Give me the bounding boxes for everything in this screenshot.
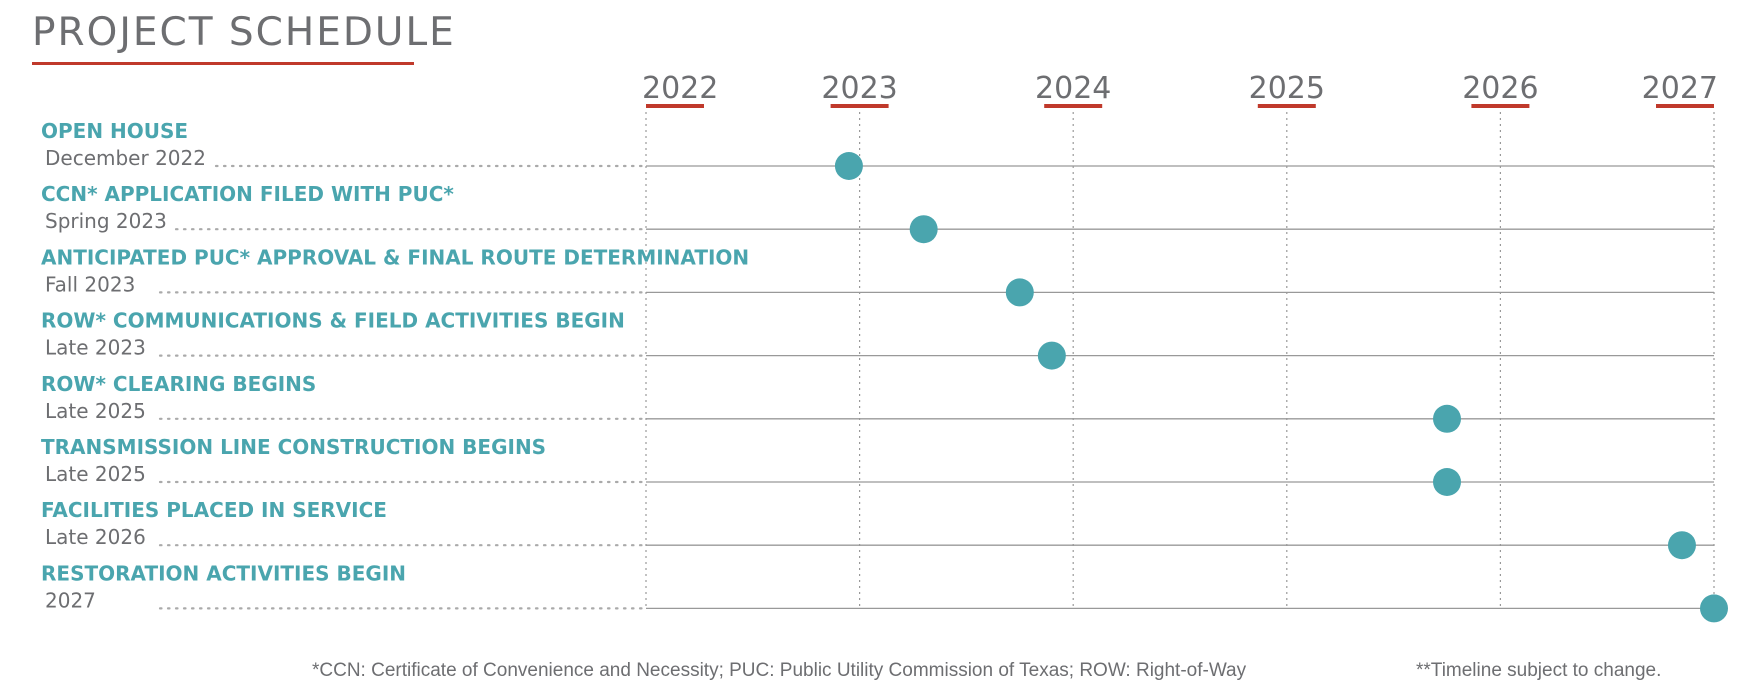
event-marker — [909, 215, 938, 244]
year-axis: 2022 2023 2024 2025 2026 2027 — [642, 71, 1718, 609]
event-marker — [1700, 594, 1728, 623]
date-mask — [43, 272, 144, 297]
event-rows: OPEN HOUSE December 2022 CCN* APPLICATION … — [41, 119, 1728, 623]
year-tick-label: 2023 — [821, 71, 897, 106]
year-tick-label: 2024 — [1035, 71, 1111, 106]
event-row: FACILITIES PLACED IN SERVICE Late 2026 — [41, 498, 1714, 560]
footnote-definitions: *CCN: Certificate of Convenience and Nec… — [312, 660, 1247, 681]
title-underline — [32, 62, 414, 65]
event-title: RESTORATION ACTIVITIES BEGIN — [41, 561, 406, 585]
footnote-disclaimer: **Timeline subject to change. — [1416, 660, 1662, 681]
event-marker — [834, 152, 863, 180]
year-tick-label: 2027 — [1642, 71, 1718, 106]
event-date: Late 2025 — [45, 462, 146, 486]
event-marker — [1037, 341, 1066, 370]
event-row: ROW* CLEARING BEGINS Late 2025 — [41, 372, 1714, 433]
year-underline — [830, 104, 889, 108]
year-underline — [1471, 104, 1530, 108]
event-marker — [1433, 468, 1461, 496]
event-title: ROW* CLEARING BEGINS — [41, 372, 316, 396]
event-row: OPEN HOUSE December 2022 — [41, 119, 1714, 180]
date-mask — [43, 525, 154, 550]
event-date: Late 2023 — [45, 336, 146, 360]
event-row: ROW* COMMUNICATIONS & FIELD ACTIVITIES B… — [41, 309, 1714, 370]
event-date: Spring 2023 — [45, 209, 167, 233]
event-row: ANTICIPATED PUC* APPROVAL & FINAL ROUTE … — [41, 245, 1714, 307]
event-title: TRANSMISSION LINE CONSTRUCTION BEGINS — [41, 435, 546, 459]
year-underline — [1044, 104, 1103, 108]
page-title: PROJECT SCHEDULE — [32, 10, 456, 55]
event-date: Late 2026 — [45, 525, 146, 549]
year-tick-label: 2022 — [642, 71, 718, 106]
date-mask — [43, 146, 214, 170]
event-title: FACILITIES PLACED IN SERVICE — [41, 498, 387, 522]
event-marker — [1005, 278, 1034, 307]
date-mask — [43, 588, 104, 613]
event-marker — [1433, 404, 1461, 433]
year-tick-label: 2026 — [1462, 71, 1538, 106]
year-tick-label: 2025 — [1249, 71, 1325, 106]
year-underline — [1656, 104, 1714, 108]
date-mask — [43, 335, 154, 360]
date-mask — [43, 209, 175, 234]
event-row: CCN* APPLICATION FILED WITH PUC* Spring 2… — [41, 182, 1714, 244]
event-title: CCN* APPLICATION FILED WITH PUC* — [41, 182, 454, 206]
event-row: TRANSMISSION LINE CONSTRUCTION BEGINS Lat… — [41, 435, 1714, 496]
event-marker — [1667, 531, 1696, 560]
event-date: Late 2025 — [45, 399, 146, 423]
event-date: Fall 2023 — [45, 272, 135, 296]
event-title: ROW* COMMUNICATIONS & FIELD ACTIVITIES B… — [41, 309, 625, 333]
event-title: ANTICIPATED PUC* APPROVAL & FINAL ROUTE … — [41, 245, 749, 269]
year-underline — [1257, 104, 1316, 108]
date-mask — [43, 398, 154, 423]
event-date: December 2022 — [45, 146, 206, 170]
year-underline — [646, 104, 704, 108]
event-date: 2027 — [45, 588, 96, 612]
event-title: OPEN HOUSE — [41, 119, 188, 143]
event-row: RESTORATION ACTIVITIES BEGIN 2027 — [41, 561, 1728, 623]
date-mask — [43, 462, 154, 486]
